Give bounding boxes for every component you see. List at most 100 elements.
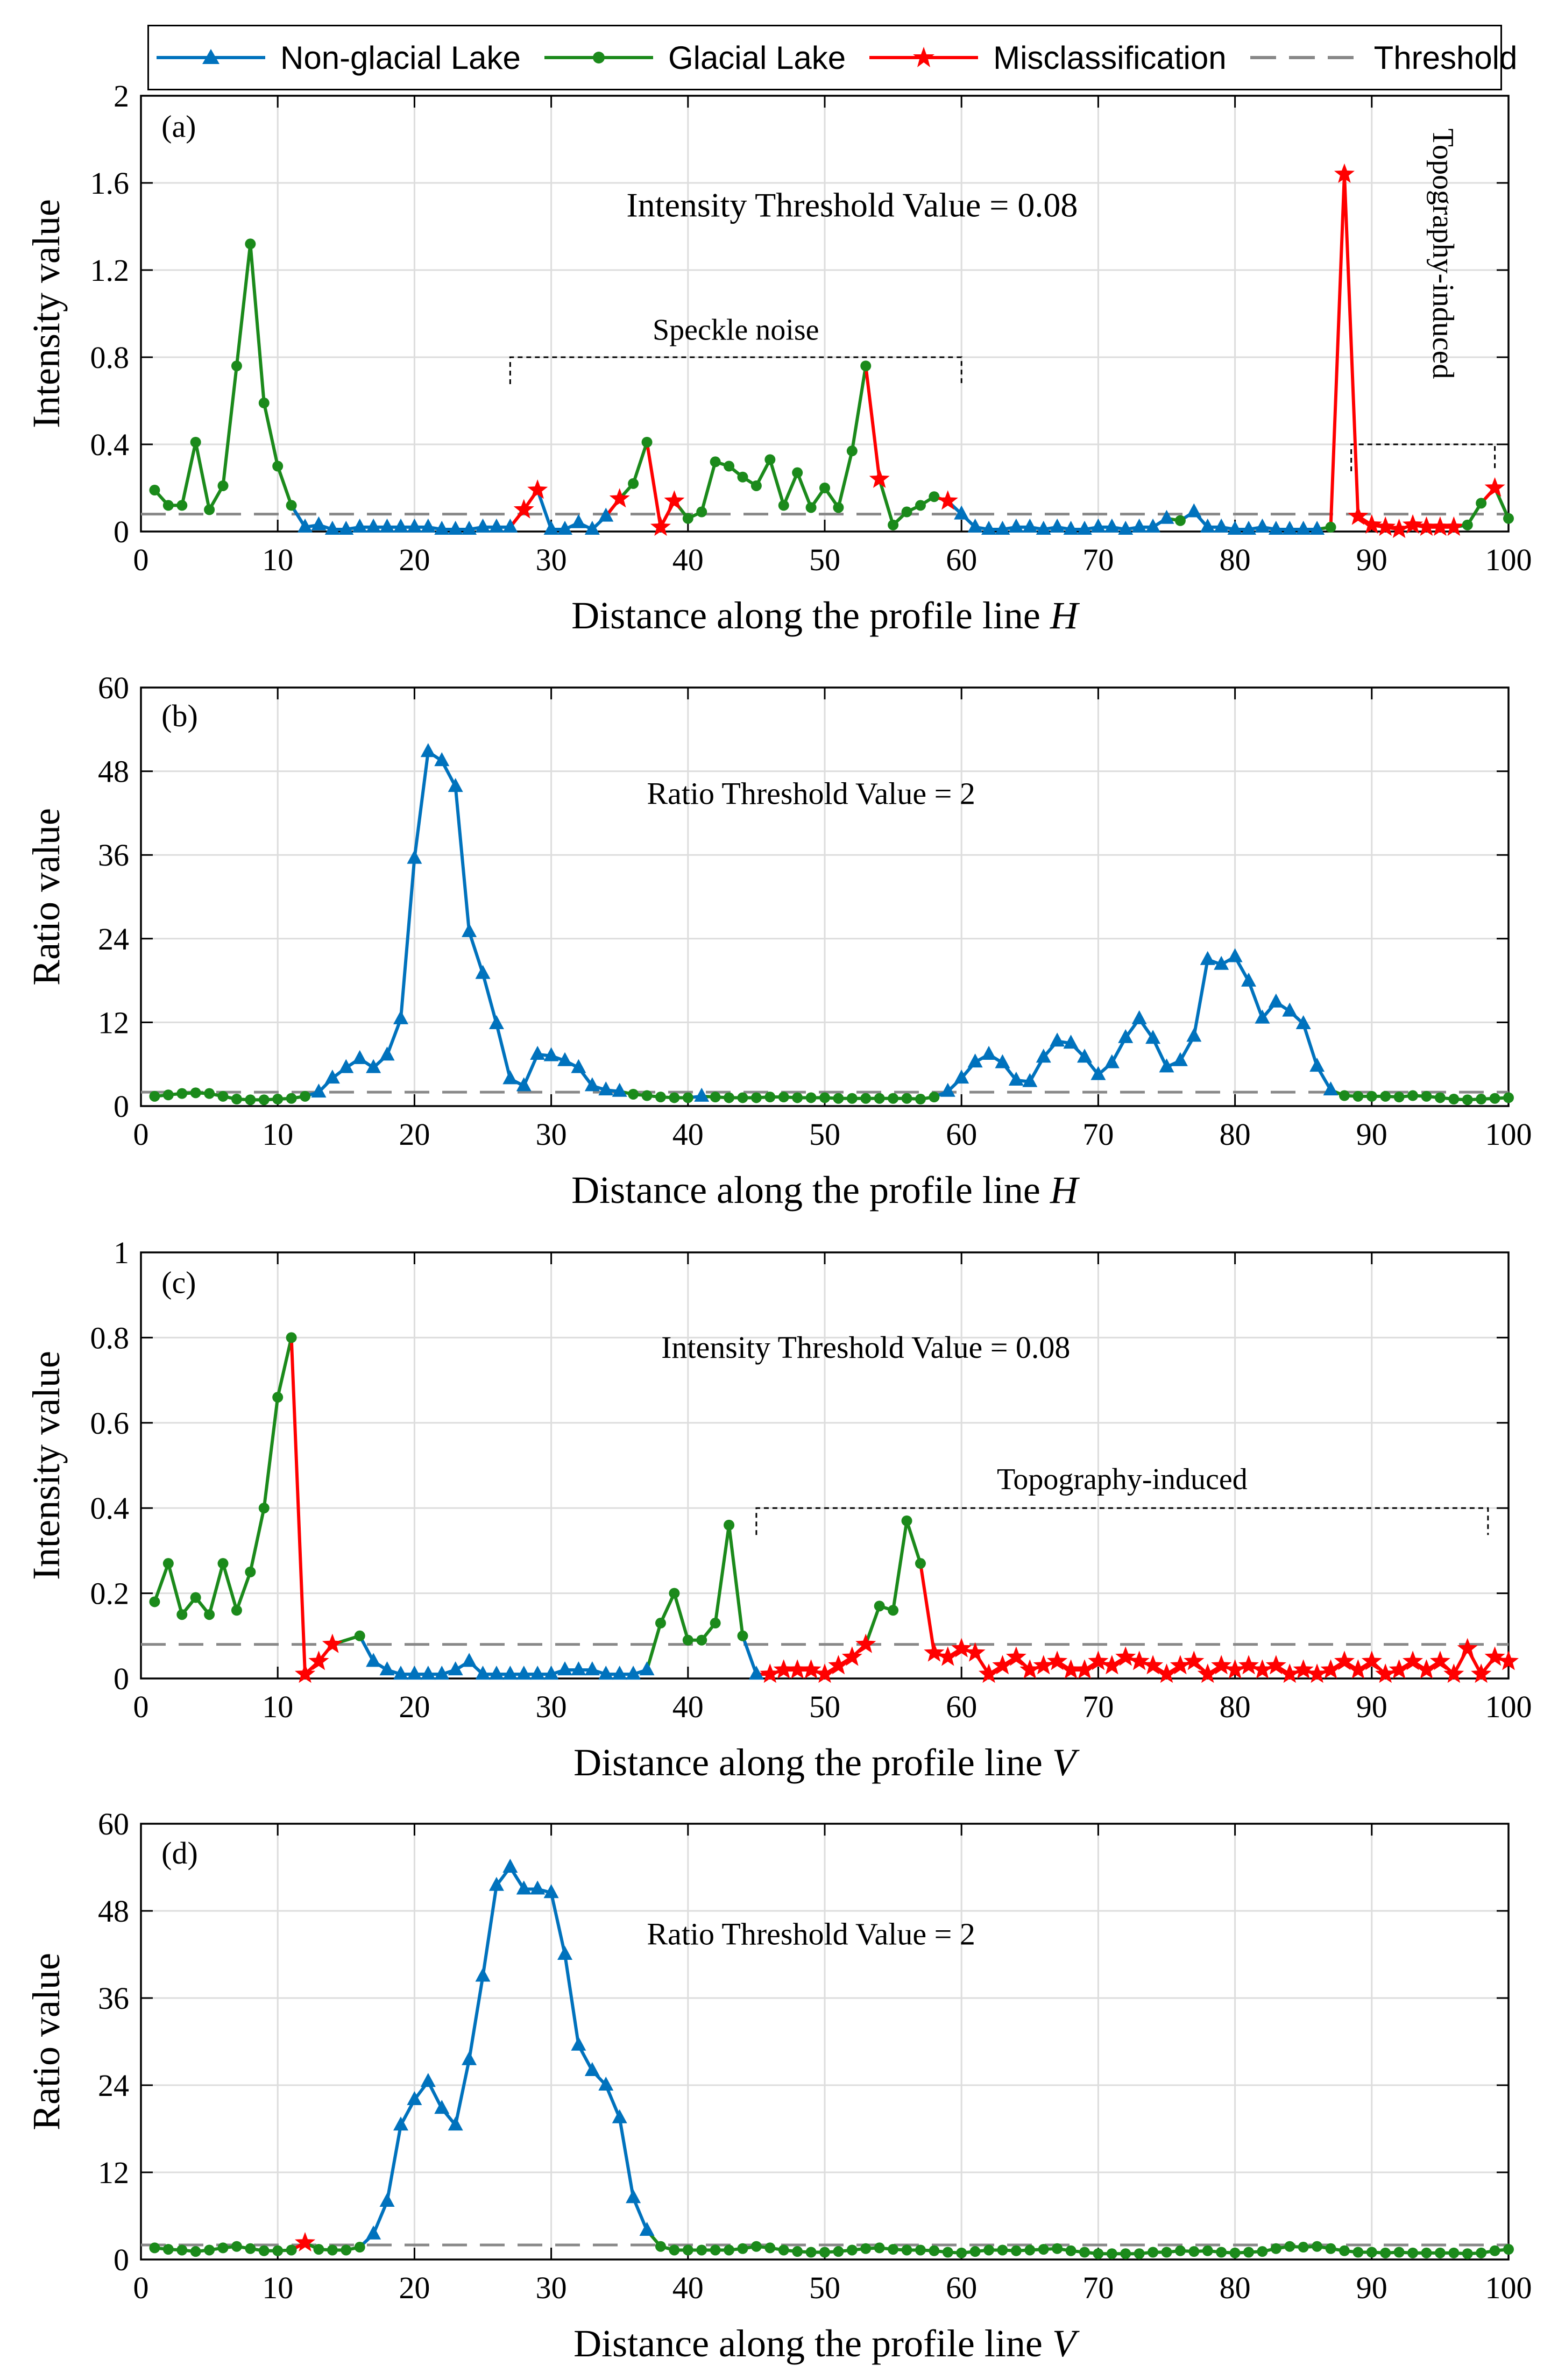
x-tick-label: 70	[1082, 2270, 1114, 2305]
annotation-bracket	[1350, 443, 1496, 471]
data-point-misclassification	[513, 499, 534, 519]
data-point-non-glacial	[571, 1059, 586, 1073]
data-point-non-glacial	[557, 1661, 573, 1676]
x-axis-variable: V	[1052, 1741, 1080, 1784]
data-point-glacial	[258, 1094, 270, 1106]
x-tick-label: 100	[1485, 1689, 1532, 1724]
data-point-glacial	[1462, 519, 1473, 530]
series-segment	[481, 1885, 498, 1977]
data-point-glacial	[901, 1515, 912, 1526]
data-point-glacial	[997, 2244, 1008, 2256]
data-point-glacial	[1106, 2248, 1117, 2259]
y-tick-label: 1	[114, 1235, 129, 1270]
data-point-glacial	[929, 1092, 940, 1103]
data-point-glacial	[846, 2244, 858, 2256]
data-point-misclassification	[1416, 1659, 1437, 1679]
data-point-glacial	[258, 1503, 270, 1514]
data-point-glacial	[888, 519, 899, 530]
data-point-misclassification	[1224, 1659, 1245, 1679]
data-point-non-glacial	[571, 2036, 586, 2051]
data-point-non-glacial	[393, 1666, 408, 1680]
series-segment	[796, 472, 813, 508]
data-point-glacial	[724, 1092, 735, 1103]
series-segment	[536, 490, 553, 530]
data-point-glacial	[1366, 2247, 1377, 2258]
data-point-glacial	[162, 1089, 174, 1101]
panel-c: 0 10 20 30 40 50 60 70 80 90 100 0 0.2 0.4 0.6 0.8 1 Dist…	[25, 1235, 1532, 1784]
data-point-non-glacial	[584, 2062, 600, 2076]
y-axis-label: Ratio value	[25, 808, 68, 986]
data-point-glacial	[300, 1090, 311, 1102]
data-point-glacial	[1434, 1092, 1446, 1103]
data-point-glacial	[737, 2243, 748, 2254]
x-tick-label: 100	[1485, 2270, 1532, 2305]
data-point-non-glacial	[1118, 520, 1134, 535]
data-point-glacial	[655, 1618, 666, 1629]
data-point-non-glacial	[1090, 518, 1106, 533]
series-segment	[166, 1563, 184, 1615]
data-point-glacial	[929, 491, 940, 502]
x-tick-label: 0	[133, 1689, 149, 1724]
data-point-non-glacial	[612, 1082, 627, 1097]
data-point-glacial	[860, 2243, 872, 2254]
data-point-glacial	[969, 2246, 981, 2257]
data-point-glacial	[669, 2244, 680, 2256]
data-point-misclassification	[1334, 1651, 1355, 1670]
series-segment	[221, 1563, 238, 1611]
data-point-glacial	[1024, 2244, 1036, 2256]
annotation-label: Speckle noise	[653, 313, 819, 346]
series-segment	[413, 751, 430, 859]
x-tick-label: 60	[946, 1689, 977, 1724]
data-point-non-glacial	[488, 1666, 504, 1680]
data-point-glacial	[245, 238, 256, 250]
data-point-glacial	[901, 1093, 912, 1104]
data-point-glacial	[1380, 1090, 1391, 1102]
y-tick-label: 48	[98, 1894, 129, 1929]
data-point-misclassification	[1429, 516, 1450, 536]
data-point-glacial	[860, 360, 872, 372]
data-point-glacial	[286, 2244, 297, 2256]
data-point-misclassification	[1471, 1663, 1492, 1683]
data-point-misclassification	[1389, 1659, 1410, 1679]
x-tick-label: 80	[1220, 542, 1251, 577]
data-point-glacial	[149, 485, 160, 496]
data-point-glacial	[641, 436, 653, 448]
legend-label-misclassification: Misclassification	[993, 39, 1227, 76]
data-point-non-glacial	[557, 1052, 573, 1066]
data-point-non-glacial	[954, 505, 969, 520]
data-point-glacial	[231, 1094, 242, 1105]
series-segment	[1301, 1023, 1319, 1067]
data-point-glacial	[805, 502, 817, 513]
data-point-non-glacial	[995, 1054, 1010, 1068]
data-point-glacial	[1407, 2247, 1419, 2258]
series-segment	[468, 931, 485, 974]
data-point-non-glacial	[448, 2116, 463, 2131]
data-point-non-glacial	[311, 516, 327, 530]
x-tick-label: 0	[133, 542, 149, 577]
x-tick-label: 0	[133, 1117, 149, 1152]
data-point-glacial	[204, 2244, 215, 2256]
data-point-glacial	[846, 445, 858, 457]
data-point-non-glacial	[1282, 520, 1298, 535]
legend-swatch-dash	[1250, 56, 1359, 59]
data-point-misclassification	[924, 1642, 945, 1662]
data-point-non-glacial	[1241, 972, 1257, 987]
y-tick-label: 60	[98, 1807, 129, 1841]
data-point-glacial	[354, 1630, 365, 1641]
data-point-misclassification	[1184, 1651, 1205, 1670]
data-point-glacial	[1448, 1094, 1460, 1105]
data-point-non-glacial	[379, 1661, 395, 1676]
x-axis-variable: V	[1052, 2322, 1080, 2365]
data-point-non-glacial	[311, 1083, 327, 1098]
data-point-non-glacial	[598, 507, 614, 522]
x-tick-label: 20	[399, 2270, 430, 2305]
series-segment	[618, 2117, 635, 2198]
series-segment	[918, 1563, 936, 1653]
data-point-non-glacial	[393, 1010, 408, 1024]
series-segment	[399, 858, 416, 1019]
data-point-non-glacial	[393, 2116, 408, 2131]
panel-label: (b)	[161, 698, 198, 733]
y-tick-label: 12	[98, 2155, 129, 2190]
y-axis-label: Ratio value	[25, 1953, 68, 2130]
data-point-glacial	[655, 2241, 666, 2252]
